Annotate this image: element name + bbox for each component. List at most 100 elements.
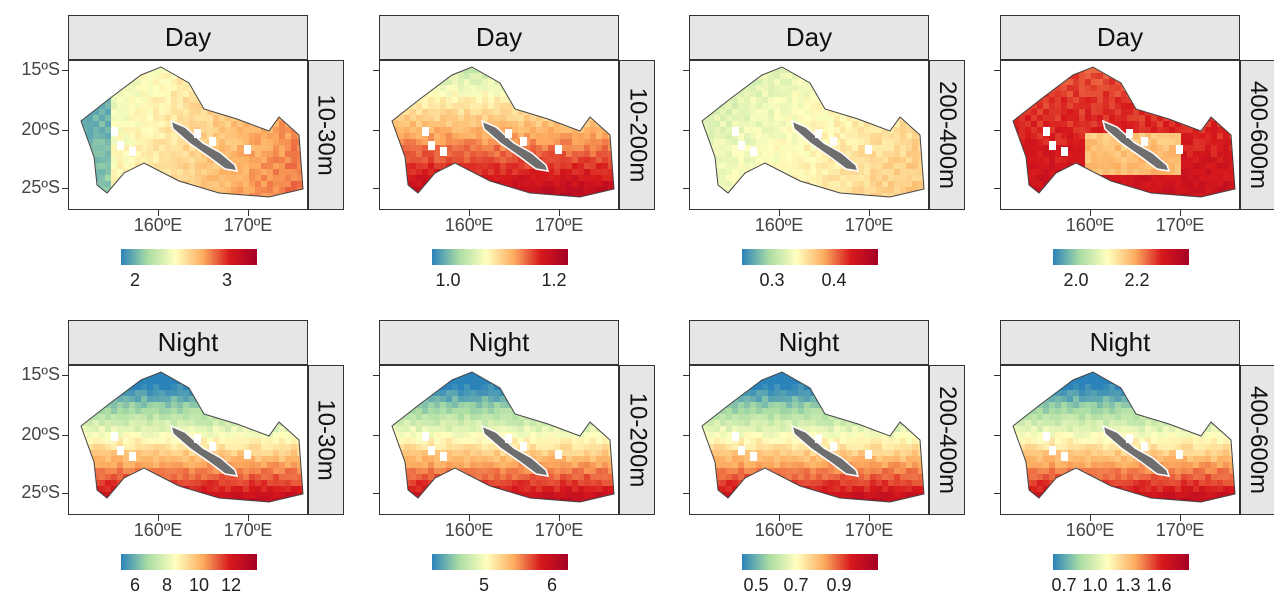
heat-cell [177, 61, 183, 67]
heat-cell [153, 492, 159, 498]
heat-cell [446, 79, 452, 85]
heat-cell [207, 103, 213, 109]
heat-cell [1199, 133, 1205, 139]
heat-cell [99, 205, 105, 210]
heat-cell [171, 396, 177, 402]
heat-cell [123, 402, 129, 408]
heat-cell [470, 85, 476, 91]
heat-cell [69, 486, 75, 492]
heat-cell [1025, 115, 1031, 121]
heat-cell [279, 61, 285, 67]
heat-cell [81, 492, 87, 498]
heat-cell [750, 193, 756, 199]
heat-cell [255, 468, 261, 474]
heat-cell [1013, 205, 1019, 210]
heat-cell [165, 181, 171, 187]
heat-cell [1217, 61, 1223, 67]
heat-cell [500, 73, 506, 79]
heat-cell [518, 121, 524, 127]
heat-cell [464, 103, 470, 109]
heat-cell [1187, 139, 1193, 145]
heat-cell [1217, 73, 1223, 79]
heat-cell [231, 414, 237, 420]
heat-cell [596, 115, 602, 121]
heat-cell [279, 127, 285, 133]
heat-cell [159, 480, 165, 486]
heat-cell [398, 175, 404, 181]
heat-cell [410, 127, 416, 133]
heat-cell [303, 115, 308, 121]
heat-cell [452, 157, 458, 163]
heat-cell [111, 414, 117, 420]
heat-cell [177, 145, 183, 151]
heat-cell [702, 91, 708, 97]
heat-cell [237, 97, 243, 103]
heat-cell [219, 127, 225, 133]
heat-cell [714, 85, 720, 91]
heat-cell [135, 474, 141, 480]
heat-cell [386, 139, 392, 145]
heat-cell [560, 61, 566, 67]
heat-cell [876, 139, 882, 145]
heat-cell [273, 450, 279, 456]
heat-cell [596, 145, 602, 151]
heat-cell [117, 486, 123, 492]
heat-cell [1187, 163, 1193, 169]
heat-cell [774, 97, 780, 103]
heat-cell [129, 414, 135, 420]
heat-cell [1229, 199, 1235, 205]
heat-cell [482, 133, 488, 139]
heat-cell [201, 474, 207, 480]
heat-cell [810, 175, 816, 181]
heat-cell [696, 205, 702, 210]
heat-cell [882, 79, 888, 85]
heat-cell [912, 145, 918, 151]
heat-cell [774, 103, 780, 109]
heat-cell [1043, 85, 1049, 91]
heat-cell [1205, 91, 1211, 97]
heat-cell [744, 163, 750, 169]
heat-cell [786, 133, 792, 139]
heat-cell [596, 169, 602, 175]
heat-cell [1127, 163, 1133, 169]
heat-cell [780, 139, 786, 145]
heat-cell [111, 151, 117, 157]
heat-cell [786, 103, 792, 109]
heat-cell [762, 109, 768, 115]
heat-cell [476, 205, 482, 210]
heat-cell [404, 121, 410, 127]
heat-cell [440, 97, 446, 103]
heat-cell [267, 145, 273, 151]
heat-cell [153, 438, 159, 444]
heat-cell [762, 133, 768, 139]
heat-cell [189, 205, 195, 210]
heat-cell [524, 193, 530, 199]
heat-cell [249, 73, 255, 79]
heat-cell [602, 175, 608, 181]
heat-cell [846, 187, 852, 193]
heat-cell [702, 109, 708, 115]
heat-cell [267, 420, 273, 426]
heat-cell [237, 169, 243, 175]
map-plot-area [68, 365, 308, 515]
heat-cell [786, 91, 792, 97]
heat-cell [924, 151, 929, 157]
heat-cell [291, 444, 297, 450]
heat-cell [870, 133, 876, 139]
heat-cell [584, 199, 590, 205]
heat-cell [756, 199, 762, 205]
heat-cell [225, 396, 231, 402]
heat-cell [237, 79, 243, 85]
heat-cell [1205, 109, 1211, 115]
heat-cell [147, 121, 153, 127]
heat-cell [1145, 205, 1151, 210]
heat-cell [452, 139, 458, 145]
heat-cell [870, 85, 876, 91]
heat-cell [171, 474, 177, 480]
heat-cell [1043, 151, 1049, 157]
heat-cell [171, 61, 177, 67]
heat-cell [117, 462, 123, 468]
heat-cell [470, 109, 476, 115]
heat-cell [732, 73, 738, 79]
heat-cell [105, 109, 111, 115]
